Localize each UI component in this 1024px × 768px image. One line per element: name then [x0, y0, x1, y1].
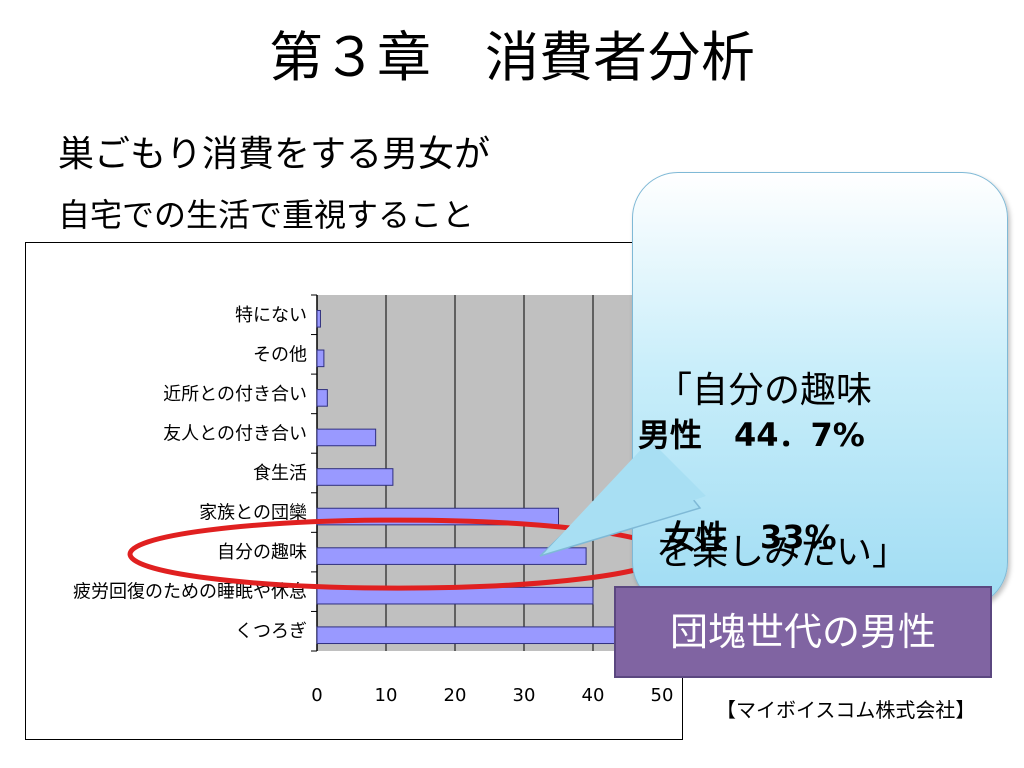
category-label: その他: [253, 344, 307, 365]
target-segment-label: 団塊世代の男性: [614, 586, 992, 678]
subtitle-line-1: 巣ごもり消費をする男女が: [58, 134, 491, 175]
bar-8: [316, 626, 649, 645]
bar-2: [316, 389, 328, 407]
category-label: 家族との団欒: [199, 503, 307, 524]
category-label: 自分の趣味: [217, 542, 307, 563]
category-label: 友人との付き合い: [163, 423, 307, 444]
x-tick-label: 20: [444, 685, 467, 706]
bar-1: [316, 349, 325, 368]
x-tick-label: 10: [375, 685, 398, 706]
slide-title: 第３章 消費者分析: [269, 26, 755, 89]
x-tick-label: 50: [651, 685, 674, 706]
x-tick-label: 40: [582, 685, 605, 706]
category-label: 近所との付き合い: [163, 384, 307, 405]
callout-quote-line-2: を楽しみたい」: [656, 532, 909, 573]
source-credit: 【マイボイスコム株式会社】: [716, 698, 976, 722]
male-percentage: 男性 44．7%: [638, 416, 865, 454]
category-label: くつろぎ: [235, 621, 307, 642]
female-percentage: 女性 33%: [664, 518, 837, 556]
bar-4: [316, 468, 394, 486]
callout-quote-line-1: 「自分の趣味: [656, 370, 873, 411]
bar-0: [316, 309, 321, 328]
bar-6: [316, 547, 587, 565]
category-label: 食生活: [253, 463, 307, 484]
x-tick-label: 30: [513, 685, 536, 706]
bar-3: [316, 428, 377, 447]
subtitle-line-2: 自宅での生活で重視すること: [58, 196, 475, 234]
chart-frame: 0 10 20 30 40 50 特にないその他近所との付き合い 友人との付き合い食生活家族と…: [25, 242, 683, 740]
callout-quote: 「自分の趣味 を楽しみたい」: [656, 256, 986, 634]
bar-chart: 0 10 20 30 40 50 特にないその他近所との付き合い友人との付き合い食生活家族と…: [73, 294, 674, 706]
x-tick-label: 0: [311, 685, 322, 706]
category-label: 疲労回復のための睡眠や休息: [73, 582, 307, 603]
category-label: 特にない: [235, 305, 307, 326]
